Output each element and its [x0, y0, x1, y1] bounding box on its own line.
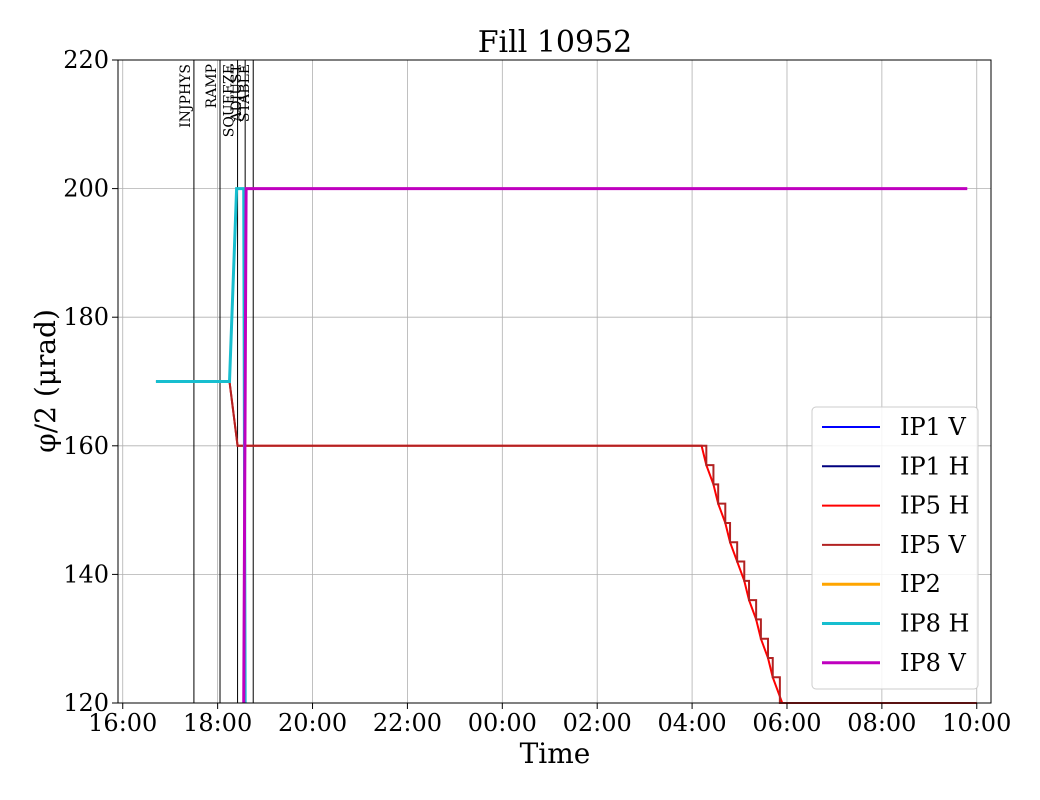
phase-label: INJPHYS: [178, 64, 194, 128]
plot-frame: [117, 59, 992, 704]
x-tick-label: 18:00: [183, 709, 252, 737]
x-tick-label: 20:00: [278, 709, 347, 737]
x-tick-label: 10:00: [942, 709, 1011, 737]
y-tick-label: 220: [63, 46, 109, 74]
x-tick-label: 22:00: [373, 709, 442, 737]
x-tick-label: 06:00: [752, 709, 821, 737]
legend-label: IP1 V: [900, 413, 967, 441]
y-tick-label: 140: [63, 560, 109, 588]
y-axis-ticks: 120 140 160 180 200 220: [63, 46, 118, 717]
phase-label: RAMP: [204, 64, 220, 108]
legend-label: IP5 V: [900, 531, 967, 559]
legend-box: [811, 406, 979, 690]
y-tick-label: 120: [63, 689, 109, 717]
x-axis-ticks: 16:00 18:00 20:00 22:00 00:00 02:00 04:00 06:00…: [88, 703, 1011, 737]
legend-label: IP1 H: [900, 452, 969, 480]
y-tick-label: 200: [63, 175, 109, 203]
phase-label: SQUEEZE: [222, 64, 238, 137]
legend-label: IP2: [900, 570, 941, 598]
y-tick-label: 160: [63, 432, 109, 460]
legend-label: IP5 H: [900, 492, 969, 520]
legend-label: IP8 V: [900, 649, 967, 677]
phase-label: STABLE: [237, 64, 253, 122]
legend-entries: IP1 V IP1 H IP5 H IP5 V IP2 IP8 H IP8 V: [822, 413, 969, 677]
chart-title: Fill 10952: [478, 25, 633, 60]
x-tick-label: 08:00: [847, 709, 916, 737]
legend: IP1 V IP1 H IP5 H IP5 V IP2 IP8 H IP8 V: [811, 406, 979, 690]
series-line: [242, 187, 968, 704]
y-tick-label: 180: [63, 303, 109, 331]
series-lines: [155, 187, 977, 704]
phase-label: ADJUST: [229, 63, 245, 122]
y-axis-label: φ/2 (μrad): [29, 309, 62, 453]
x-tick-label: 00:00: [468, 709, 537, 737]
x-tick-label: 02:00: [563, 709, 632, 737]
x-axis-label: Time: [520, 737, 591, 770]
x-tick-label: 16:00: [88, 709, 157, 737]
legend-label: IP8 H: [900, 610, 969, 638]
series-line: [155, 380, 977, 704]
x-tick-label: 04:00: [658, 709, 727, 737]
